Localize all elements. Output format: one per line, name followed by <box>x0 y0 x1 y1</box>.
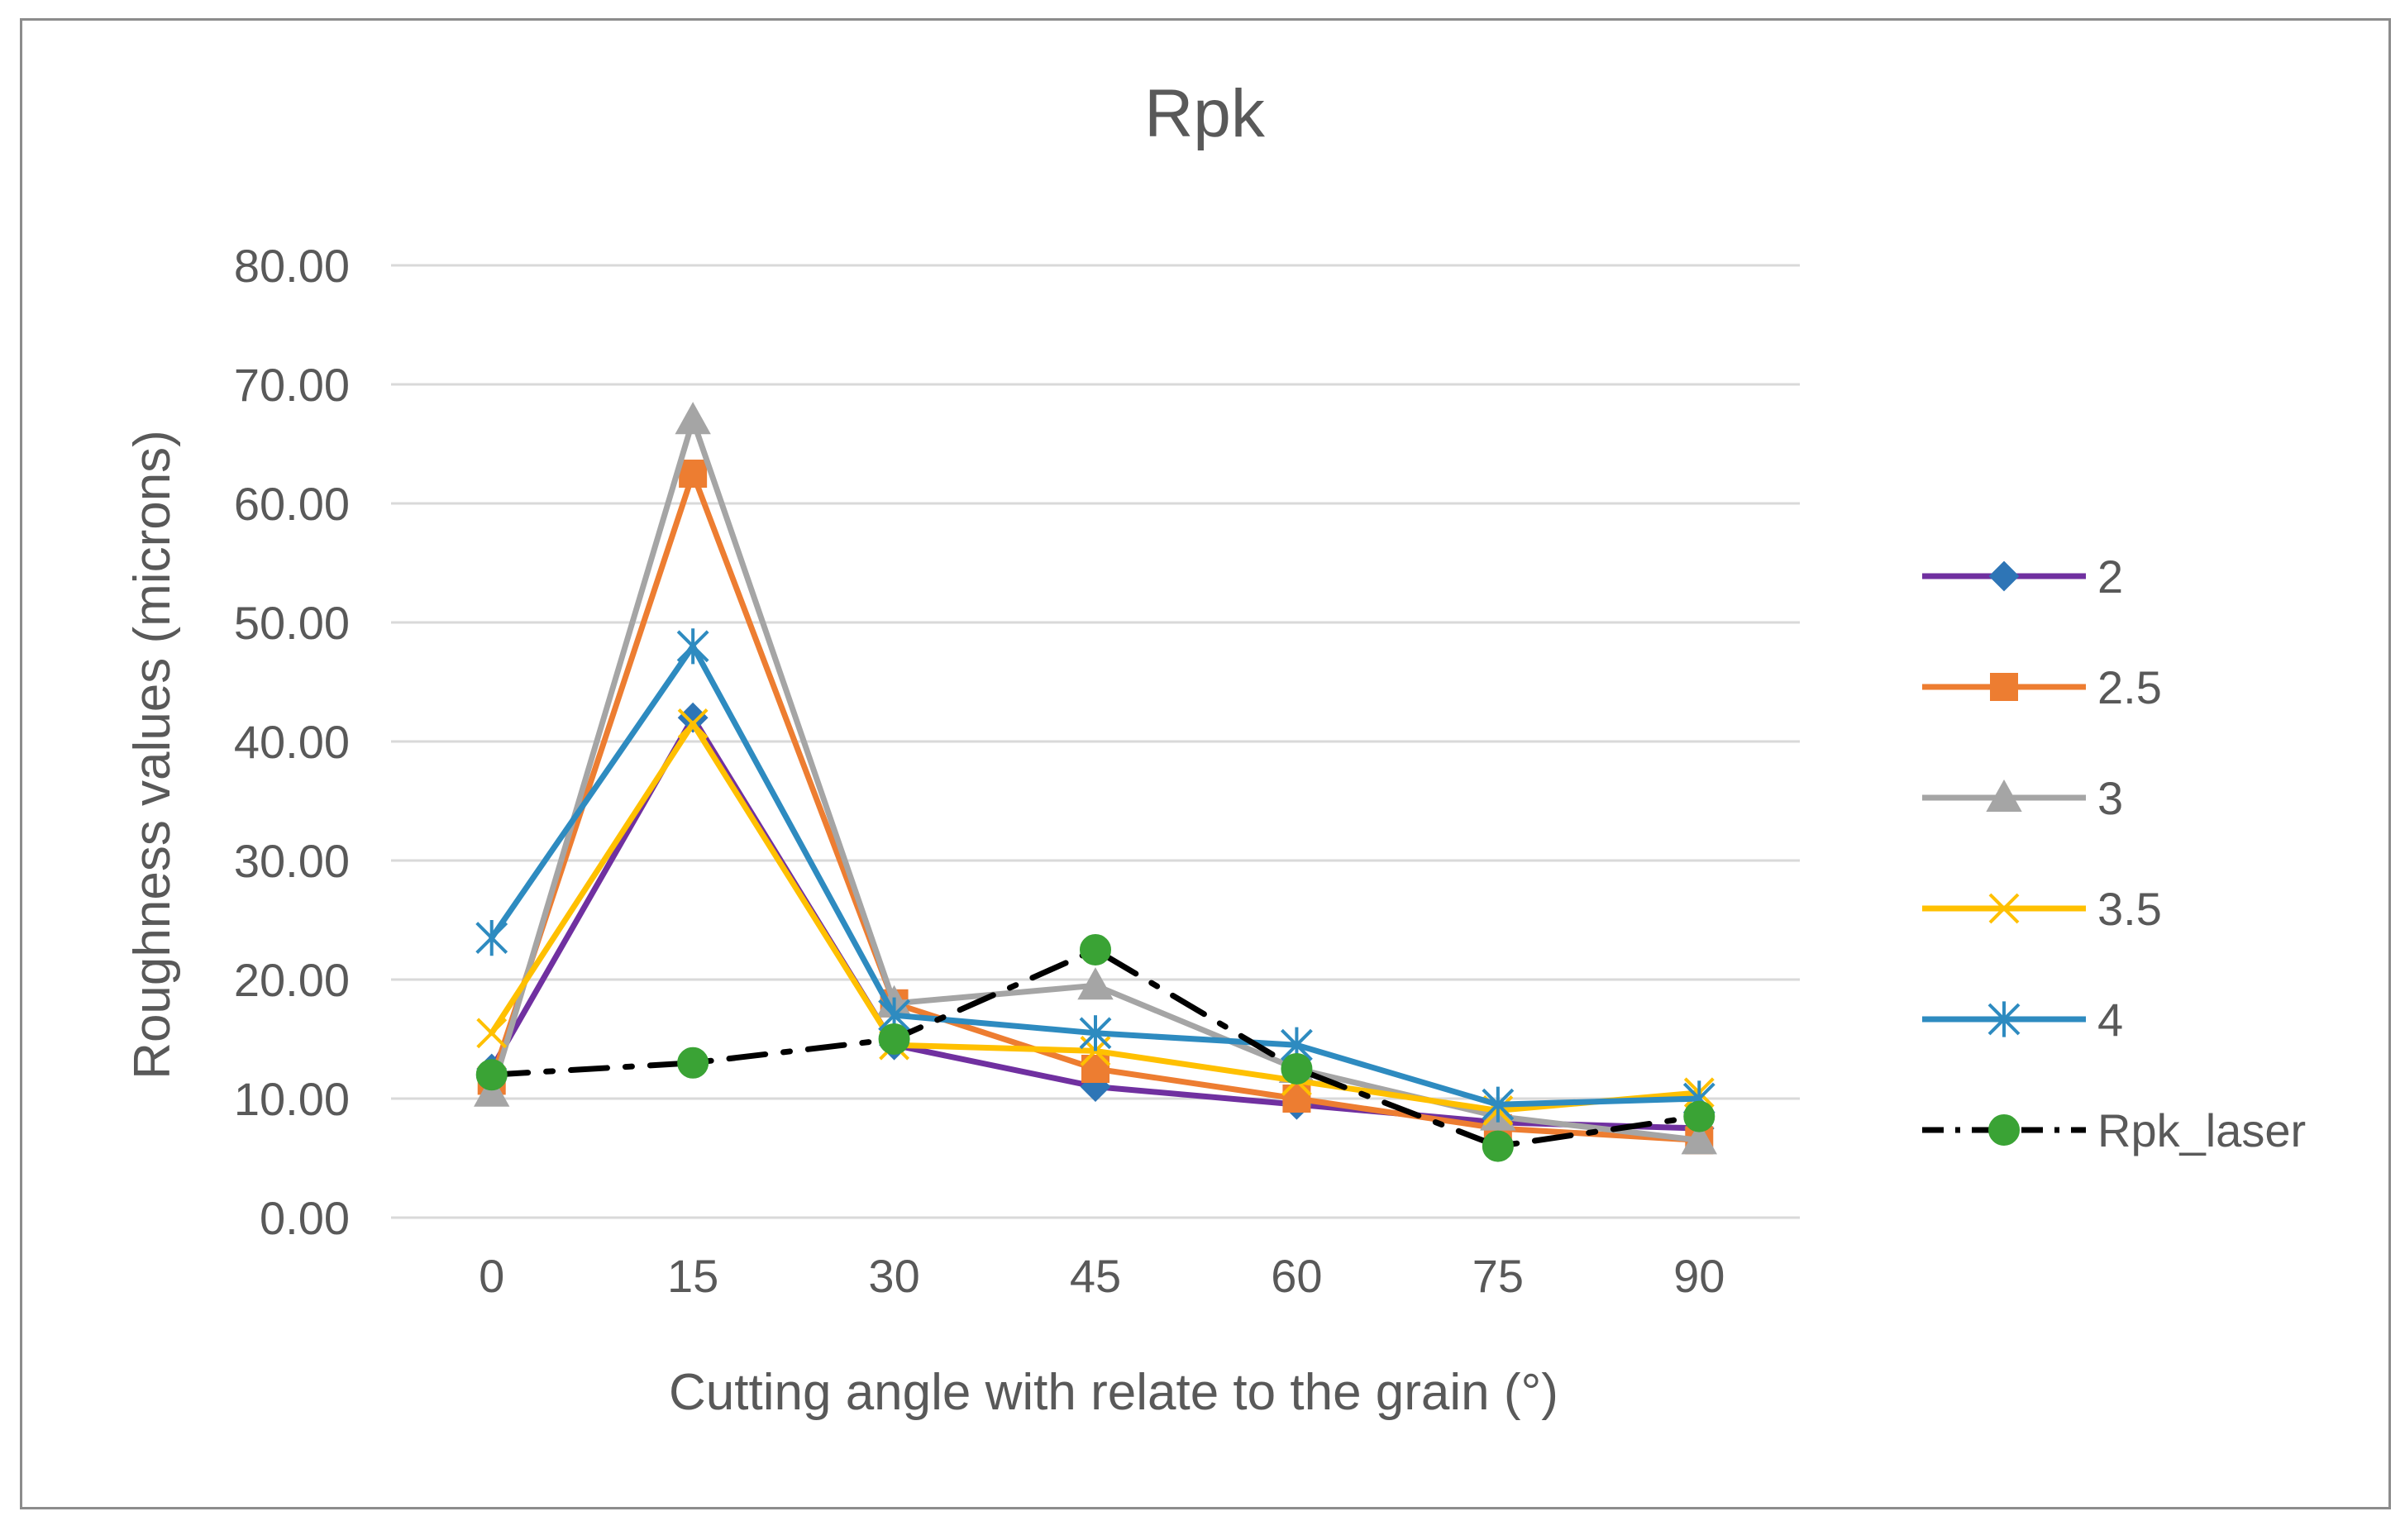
data-point <box>1079 1015 1112 1051</box>
data-point <box>474 1074 510 1107</box>
y-tick-label: 20.00 <box>234 954 350 1006</box>
data-point <box>677 708 709 739</box>
marker-stroke <box>677 708 709 739</box>
legend-item: 2 <box>1922 551 2123 603</box>
data-point <box>475 920 508 956</box>
marker-shape <box>1683 1100 1715 1132</box>
marker-shape <box>675 402 711 435</box>
data-point <box>679 460 708 488</box>
data-point <box>1482 1130 1514 1162</box>
x-tick-label: 30 <box>868 1250 919 1302</box>
y-tick-label: 50.00 <box>234 597 350 649</box>
legend-item: 3.5 <box>1922 883 2162 935</box>
y-tick-label: 0.00 <box>260 1192 350 1244</box>
legend-item: 3 <box>1922 772 2123 824</box>
chart-title: Rpk <box>1144 76 1266 151</box>
chart-frame: Rpk 0.00 10.00 20.00 30.00 40.00 50.00 60.00 70… <box>20 18 2391 1509</box>
legend-label: 4 <box>2097 994 2123 1046</box>
marker-shape <box>1681 1122 1717 1155</box>
legend-item: 4 <box>1922 994 2123 1046</box>
y-tick-label: 40.00 <box>234 716 350 768</box>
legend-marker <box>1988 893 2020 924</box>
data-point <box>675 402 711 435</box>
x-tick-label: 45 <box>1070 1250 1121 1302</box>
y-axis-label: Roughness values (microns) <box>124 430 181 1080</box>
data-point <box>476 1018 508 1049</box>
legend-marker <box>1990 673 2018 701</box>
marker-shape <box>679 460 708 488</box>
series-layer <box>474 402 1717 1162</box>
marker-shape <box>1986 779 2022 812</box>
data-point <box>1077 967 1114 1000</box>
marker-shape <box>878 1023 910 1055</box>
y-tick-label: 70.00 <box>234 359 350 411</box>
marker-shape <box>1077 967 1114 1000</box>
marker-shape <box>1482 1130 1514 1162</box>
marker-shape <box>474 1074 510 1107</box>
x-axis-label: Cutting angle with relate to the grain (… <box>669 1364 1558 1421</box>
y-tick-label: 60.00 <box>234 478 350 530</box>
data-point <box>1482 1086 1515 1123</box>
data-point <box>1683 1100 1715 1132</box>
data-point <box>878 1023 910 1055</box>
data-point <box>1281 1053 1313 1085</box>
marker-shape <box>1988 560 2020 592</box>
x-tick-label: 15 <box>667 1250 718 1302</box>
y-tick-label: 80.00 <box>234 240 350 292</box>
x-axis-ticks: 0 15 30 45 60 75 90 <box>479 1250 1725 1302</box>
legend-marker <box>1987 1001 2021 1037</box>
marker-stroke <box>476 1018 508 1049</box>
marker-shape <box>1988 1114 2020 1146</box>
marker-shape <box>677 1047 709 1079</box>
data-point <box>1080 934 1111 965</box>
y-tick-label: 10.00 <box>234 1073 350 1125</box>
legend-marker <box>1988 560 2020 592</box>
legend-label: 2 <box>2097 551 2123 603</box>
marker-shape <box>1990 673 2018 701</box>
chart-svg: Rpk 0.00 10.00 20.00 30.00 40.00 50.00 60.00 70… <box>124 76 2306 1421</box>
data-point <box>1681 1122 1717 1155</box>
legend-label: 3 <box>2097 772 2123 824</box>
legend-item: 2.5 <box>1922 661 2162 713</box>
legend-marker <box>1986 779 2022 812</box>
data-point <box>677 1047 709 1079</box>
legend-label: Rpk_laser <box>2097 1104 2306 1156</box>
x-tick-label: 90 <box>1673 1250 1725 1302</box>
data-point <box>676 628 709 665</box>
data-point <box>475 1059 508 1091</box>
series-4 <box>475 628 1715 1123</box>
legend-label: 3.5 <box>2097 883 2162 935</box>
marker-stroke <box>1988 893 2020 924</box>
x-tick-label: 60 <box>1271 1250 1322 1302</box>
legend-item: Rpk_laser <box>1922 1104 2306 1156</box>
marker-shape <box>475 1059 508 1091</box>
x-tick-label: 75 <box>1472 1250 1524 1302</box>
x-tick-label: 0 <box>479 1250 504 1302</box>
legend-label: 2.5 <box>2097 661 2162 713</box>
legend-marker <box>1988 1114 2020 1146</box>
marker-shape <box>1281 1053 1313 1085</box>
legend: 2 2.5 3 3.5 4 Rpk_laser <box>1922 551 2306 1156</box>
series-Rpk_laser <box>475 934 1715 1162</box>
y-axis-ticks: 0.00 10.00 20.00 30.00 40.00 50.00 60.00 70.00 8… <box>234 240 350 1244</box>
y-tick-label: 30.00 <box>234 835 350 887</box>
marker-shape <box>1080 934 1111 965</box>
